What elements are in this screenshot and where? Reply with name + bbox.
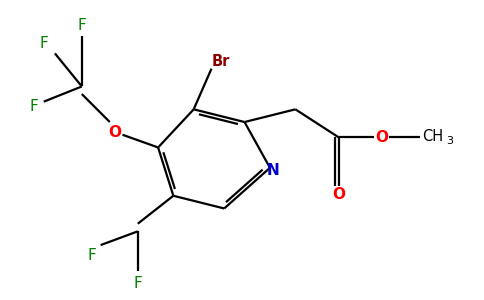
Text: F: F bbox=[88, 248, 96, 263]
Text: F: F bbox=[134, 276, 142, 291]
Text: Br: Br bbox=[212, 53, 230, 68]
Text: CH: CH bbox=[423, 129, 444, 144]
Text: F: F bbox=[39, 36, 48, 51]
Text: F: F bbox=[29, 99, 38, 114]
Text: O: O bbox=[108, 125, 121, 140]
Text: O: O bbox=[375, 130, 388, 145]
Text: N: N bbox=[266, 163, 279, 178]
Text: F: F bbox=[77, 18, 86, 33]
Text: 3: 3 bbox=[446, 136, 454, 146]
Text: O: O bbox=[332, 187, 345, 202]
